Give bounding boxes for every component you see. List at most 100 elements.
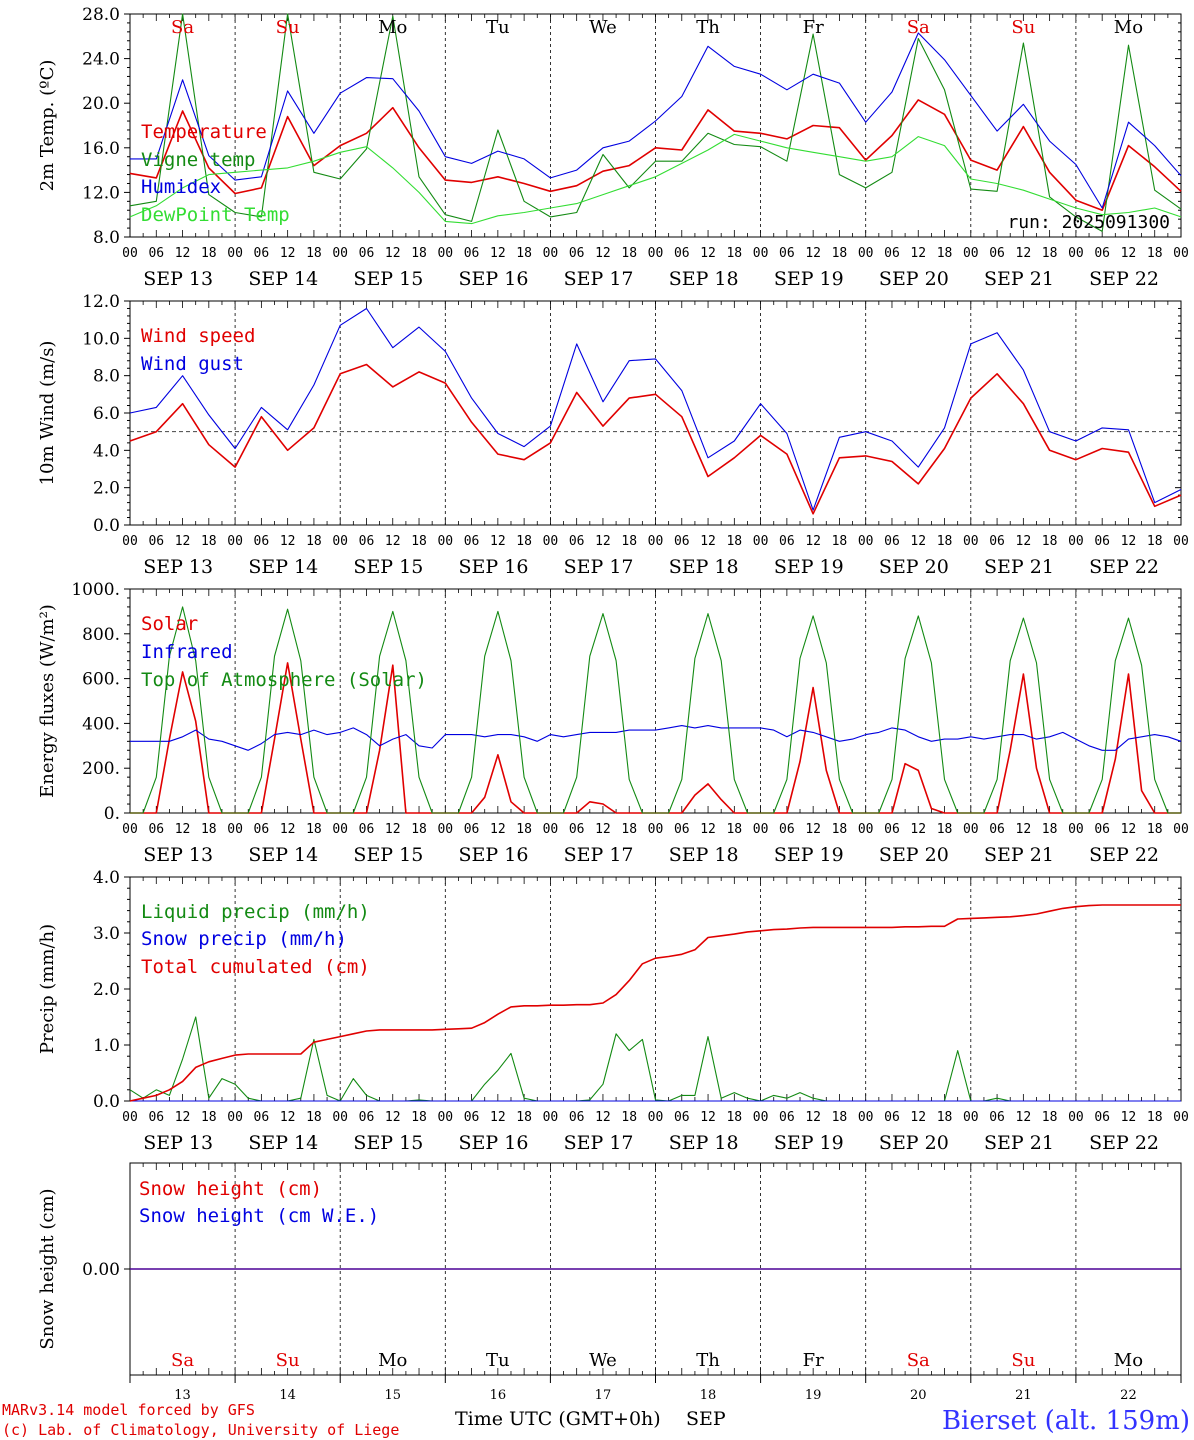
series-line-dewpoint-temp [129,133,1182,225]
hour-tick-label: 06 [464,246,480,261]
date-label: SEP 18 [669,268,739,290]
hour-tick-label: 12 [385,534,401,549]
series-line-infrared [130,725,1182,751]
hour-tick-label: 00 [963,822,979,837]
hour-tick-label: 00 [858,822,874,837]
y-axis-label: Precip (mm/h) [37,924,58,1054]
y-tick-label: 2.0 [93,980,120,1000]
hour-tick-label: 18 [726,1110,742,1125]
date-label: SEP 21 [984,268,1054,290]
hour-tick-label: 12 [385,822,401,837]
hour-tick-label: 06 [884,246,900,261]
hour-tick-label: 18 [516,534,532,549]
hour-tick-label: 00 [437,534,453,549]
plot-frame [129,300,1182,526]
hour-tick-label: 12 [1016,822,1032,837]
day-number-label: 20 [910,1388,927,1403]
y-tick-label: 6.0 [93,404,120,424]
date-label: SEP 20 [879,268,949,290]
series-line-humidex [130,32,1182,209]
hour-tick-label: 00 [1173,246,1189,261]
hour-tick-label: 12 [1121,534,1137,549]
day-of-week-label: Su [1011,17,1035,38]
date-label: SEP 20 [879,556,949,578]
day-number-label: 15 [384,1388,401,1403]
hour-tick-label: 00 [858,1110,874,1125]
hour-tick-label: 06 [464,1110,480,1125]
hour-tick-label: 00 [332,1110,348,1125]
hour-tick-label: 06 [148,246,164,261]
hour-tick-label: 18 [621,534,637,549]
hour-tick-label: 12 [805,1110,821,1125]
day-of-week-label: Fr [803,17,824,38]
y-axis-label: 10m Wind (m/s) [37,341,58,486]
hour-tick-label: 18 [1147,246,1163,261]
series-line-wind-gust [129,307,1182,511]
hour-tick-label: 18 [832,822,848,837]
date-label: SEP 22 [1089,556,1159,578]
hour-tick-label: 00 [858,246,874,261]
hour-tick-label: 12 [490,1110,506,1125]
hour-tick-label: 18 [1042,534,1058,549]
hour-tick-label: 00 [1068,1110,1084,1125]
date-label: SEP 21 [984,556,1054,578]
day-of-week-label: Fr [803,1350,824,1371]
hour-tick-label: 00 [543,246,559,261]
date-label: SEP 14 [248,268,318,290]
hour-tick-label: 12 [1016,246,1032,261]
hour-tick-label: 06 [569,534,585,549]
y-axis-label: Energy fluxes (W/m²) [37,604,58,798]
day-of-week-label: We [589,1350,617,1371]
hour-tick-label: 18 [516,1110,532,1125]
hour-tick-label: 00 [227,534,243,549]
day-number-label: 13 [174,1388,191,1403]
y-tick-label: 8.0 [93,367,120,387]
hour-tick-label: 12 [175,534,191,549]
hour-tick-label: 06 [254,822,270,837]
hour-tick-label: 06 [989,246,1005,261]
panel-temperature: 8.0 12.0 16.0 20.0 24.0 28.0 2m Temp. (ºC) Temp… [37,5,1189,290]
run-annotation: run: 2025091300 [1007,212,1170,233]
y-tick-label: 1000. [71,580,120,600]
day-number-label: 21 [1015,1388,1032,1403]
hour-tick-label: 12 [280,246,296,261]
day-of-week-label: Th [696,17,720,38]
y-tick-label: 600. [82,670,120,690]
y-tick-label: 0.00 [82,1260,120,1280]
hour-tick-label: 00 [543,1110,559,1125]
hour-tick-label: 06 [989,1110,1005,1125]
date-label: SEP 19 [774,1132,844,1154]
date-label: SEP 17 [564,268,634,290]
y-tick-label: 800. [82,625,120,645]
date-label: SEP 21 [984,844,1054,866]
hour-tick-label: 06 [884,822,900,837]
legend-entry: Wind speed [141,325,255,347]
hour-tick-label: 18 [937,246,953,261]
series-line-top-of-atmosphere-solar- [130,606,1181,814]
date-label: SEP 17 [564,1132,634,1154]
x-axis-title: Time UTC (GMT+0h) [455,1408,661,1430]
footer-credit-line2: (c) Lab. of Climatology, University of L… [2,1421,399,1439]
legend-entry: Top of Atmosphere (Solar) [141,669,427,691]
series-line-total-cumulated-cm- [129,904,1181,1102]
y-tick-label: 4.0 [93,868,120,888]
hour-tick-label: 00 [122,1110,138,1125]
hour-tick-label: 18 [726,246,742,261]
hour-tick-label: 18 [621,822,637,837]
hour-tick-label: 18 [1147,534,1163,549]
legend-entry: Temperature [141,121,267,143]
day-of-week-label: Sa [171,1350,194,1371]
hour-tick-label: 18 [411,822,427,837]
hour-tick-label: 12 [700,1110,716,1125]
hour-tick-label: 06 [254,534,270,549]
date-label: SEP 14 [248,844,318,866]
hour-tick-label: 18 [1042,1110,1058,1125]
hour-tick-label: 12 [595,246,611,261]
hour-tick-label: 12 [385,1110,401,1125]
legend-entry: Liquid precip (mm/h) [141,901,370,923]
hour-tick-label: 00 [437,1110,453,1125]
hour-tick-label: 12 [910,1110,926,1125]
hour-tick-label: 12 [1016,1110,1032,1125]
hour-tick-label: 00 [227,1110,243,1125]
